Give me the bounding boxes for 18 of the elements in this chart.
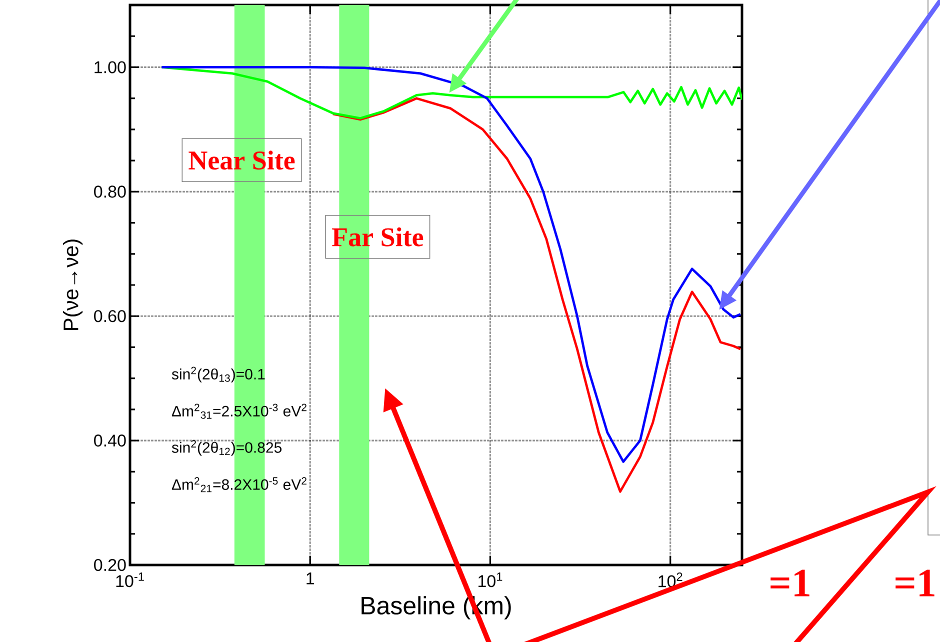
y-tick-label: 0.40: [94, 434, 126, 447]
band-label: Far Site: [332, 227, 424, 246]
band-label: Near Site: [188, 150, 295, 170]
y-tick-label: 0.60: [94, 310, 126, 322]
annotation: Δm$^{2}$$_{21}$=8.2X10$^{-5}$ eV$^{2}$: [172, 477, 306, 492]
text: =1: [770, 570, 810, 596]
y-axis-title: P(νe→νe): [62, 240, 83, 330]
annotation: sin$^{2}$(2θ$_{12}$)=0.825: [172, 440, 282, 456]
x-tick-label: 10$^{1}$: [478, 572, 502, 588]
x-tick-label: 10$^{-1}$: [116, 572, 144, 588]
x-tick-label: 1: [306, 572, 314, 584]
y-tick-label: 0.20: [94, 558, 126, 572]
annotation: Δm$^{2}$$_{31}$=2.5X10$^{-3}$ eV$^{2}$: [172, 404, 306, 419]
annotation: sin$^{2}$(2θ$_{13}$)=0.1: [172, 366, 265, 382]
text: =1: [896, 570, 934, 596]
x-tick-label: 10$^{2}$: [658, 572, 682, 588]
y-tick-label: 1.00: [94, 61, 126, 74]
y-tick-label: 0.80: [94, 186, 126, 198]
